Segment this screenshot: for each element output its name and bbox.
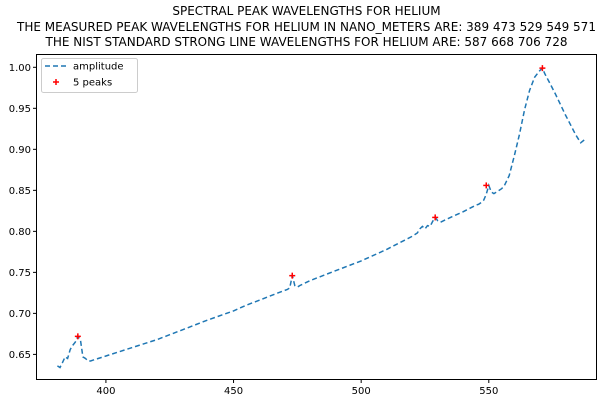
x-axis: 400 450 500 550 [96,379,498,397]
chart-title: SPECTRAL PEAK WAVELENGTHS FOR HELIUM [172,4,441,18]
peak-marker [289,272,296,279]
chart-subtitle-measured: THE MEASURED PEAK WAVELENGTHS FOR HELIUM… [17,19,596,34]
y-tick-label: 0.95 [9,104,31,115]
y-tick-label: 0.75 [9,268,31,279]
y-tick-label: 0.85 [9,186,31,197]
peak-marker [74,333,81,340]
y-axis: 0.65 0.70 0.75 0.80 0.85 0.90 0.95 1.00 [9,63,37,361]
y-tick-label: 1.00 [9,63,31,74]
legend-plus-marker [53,79,59,85]
peak-marker [483,182,490,189]
legend-label-amplitude: amplitude [73,62,124,73]
y-tick-label: 0.80 [9,227,31,238]
legend-marker-swatch [53,79,59,85]
peak-marker [539,65,546,72]
x-tick-label: 450 [224,386,243,397]
legend: amplitude 5 peaks [41,58,138,93]
x-tick-label: 400 [96,386,115,397]
peak-markers [74,65,546,340]
x-tick-label: 550 [479,386,498,397]
x-tick-label: 500 [352,386,371,397]
y-tick-label: 0.65 [9,350,31,361]
plot-frame [36,54,597,380]
chart-titles: SPECTRAL PEAK WAVELENGTHS FOR HELIUM THE… [0,4,613,51]
y-tick-label: 0.70 [9,309,31,320]
y-tick-label: 0.90 [9,145,31,156]
legend-label-peaks: 5 peaks [73,78,112,89]
amplitude-series-line [57,66,587,369]
legend-box [41,58,138,93]
chart-subtitle-nist: THE NIST STANDARD STRONG LINE WAVELENGTH… [45,35,568,49]
peak-marker [432,214,439,221]
